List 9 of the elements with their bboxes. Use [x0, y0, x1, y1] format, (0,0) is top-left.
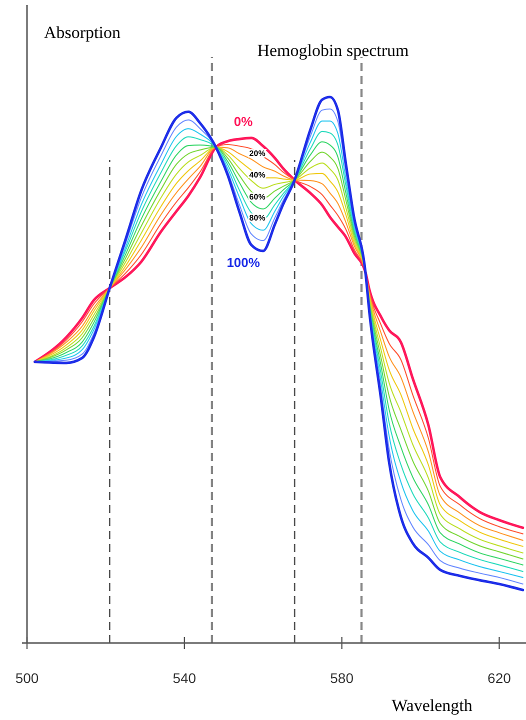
series-label: 0%	[234, 114, 254, 129]
x-tick-label: 580	[330, 670, 354, 686]
x-axis-title: Wavelength	[392, 696, 473, 715]
series-label: 100%	[226, 254, 260, 270]
chart-title: Hemoglobin spectrum	[257, 41, 409, 60]
x-tick-label: 540	[172, 670, 196, 686]
x-tick-label: 620	[488, 670, 512, 686]
y-axis-title: Absorption	[44, 23, 121, 42]
x-tick-label: 500	[15, 670, 39, 686]
